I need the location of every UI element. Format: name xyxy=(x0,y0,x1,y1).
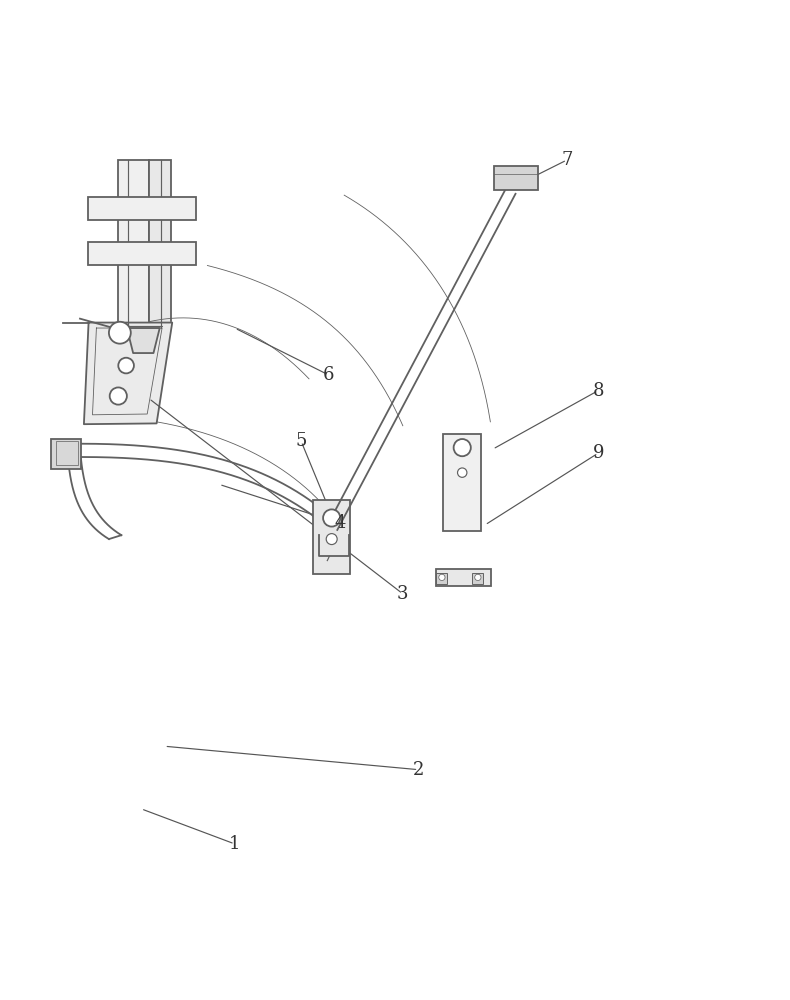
Bar xyxy=(495,166,538,190)
Circle shape xyxy=(457,468,467,477)
Bar xyxy=(51,439,81,469)
Circle shape xyxy=(438,574,445,581)
Bar xyxy=(436,569,491,586)
Circle shape xyxy=(118,358,134,373)
Polygon shape xyxy=(84,323,172,424)
Text: 7: 7 xyxy=(561,151,573,169)
Text: 1: 1 xyxy=(229,835,240,853)
Bar xyxy=(118,160,149,328)
Bar xyxy=(436,573,447,584)
Bar xyxy=(443,434,481,531)
Text: 6: 6 xyxy=(323,366,334,384)
Text: 8: 8 xyxy=(592,382,604,400)
Bar xyxy=(88,242,196,265)
Bar xyxy=(313,500,351,574)
Circle shape xyxy=(475,574,481,581)
Bar xyxy=(88,197,196,220)
Text: 3: 3 xyxy=(397,585,408,603)
Circle shape xyxy=(326,534,337,545)
Polygon shape xyxy=(127,328,160,353)
Circle shape xyxy=(453,439,471,456)
Text: 2: 2 xyxy=(412,761,424,779)
Bar xyxy=(149,160,171,328)
Text: 5: 5 xyxy=(295,432,307,450)
Circle shape xyxy=(110,387,127,405)
Text: 4: 4 xyxy=(335,514,346,532)
Text: 9: 9 xyxy=(592,444,604,462)
Circle shape xyxy=(323,509,340,527)
Bar xyxy=(472,573,483,584)
Bar xyxy=(56,441,77,465)
Circle shape xyxy=(109,322,131,344)
